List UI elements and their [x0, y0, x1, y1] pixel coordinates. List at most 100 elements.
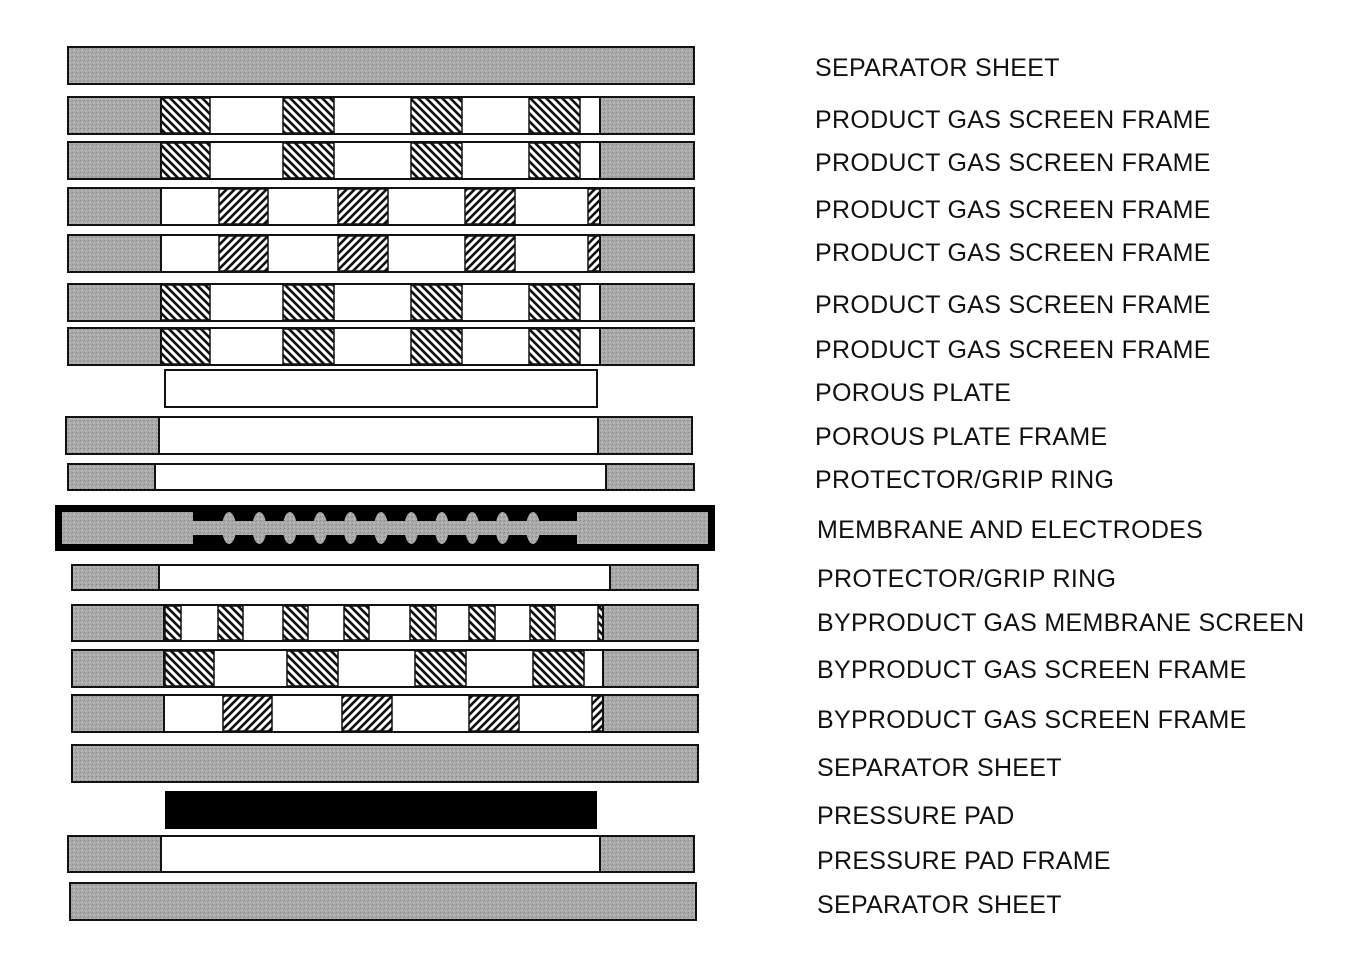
- layer-label: BYPRODUCT GAS SCREEN FRAME: [817, 656, 1247, 684]
- layer-label: BYPRODUCT GAS SCREEN FRAME: [817, 706, 1247, 734]
- screen-mesh-block: [528, 284, 581, 321]
- screen-mesh-block: [587, 235, 601, 272]
- frame-left-end: [67, 96, 162, 135]
- frame-right-end: [602, 649, 699, 688]
- frame-left-end: [67, 234, 162, 273]
- screen-mesh-block: [282, 284, 335, 321]
- frame-right-end: [602, 604, 699, 642]
- layer-18-frame: [67, 835, 695, 873]
- screen-mesh-block: [532, 650, 585, 687]
- frame-right-end: [599, 141, 695, 180]
- electrode-bead: [252, 512, 267, 544]
- layer-label: MEMBRANE AND ELECTRODES: [817, 516, 1203, 544]
- screen-mesh-block: [286, 650, 339, 687]
- layer-9-frame: [65, 416, 693, 455]
- electrode-bead: [526, 512, 540, 544]
- screen-mesh-block: [217, 605, 244, 641]
- pressure-pad-shape: [165, 791, 597, 829]
- frame-right-end: [609, 564, 699, 591]
- layer-3-screen-frame: [67, 141, 695, 180]
- layer-10-frame: [67, 463, 695, 491]
- layer-label: SEPARATOR SHEET: [817, 891, 1062, 919]
- screen-mesh-block: [282, 97, 335, 134]
- electrode-bead: [282, 512, 297, 544]
- frame-opening: [160, 327, 601, 366]
- porous-plate-shape: [164, 369, 598, 408]
- separator-sheet-shape: [71, 744, 699, 783]
- layer-7-screen-frame: [67, 327, 695, 366]
- screen-mesh-block: [160, 284, 211, 321]
- frame-right-end: [599, 96, 695, 135]
- layer-label: BYPRODUCT GAS MEMBRANE SCREEN: [817, 609, 1304, 637]
- frame-right-end: [597, 416, 693, 455]
- screen-mesh-block: [164, 605, 182, 641]
- frame-left-end: [67, 463, 156, 491]
- screen-mesh-block: [164, 650, 215, 687]
- layer-15-screen-frame: [71, 694, 699, 733]
- layer-17-pad: [165, 791, 597, 829]
- layer-label: PRODUCT GAS SCREEN FRAME: [815, 106, 1211, 134]
- electrode-bead: [404, 512, 419, 544]
- screen-mesh-block: [341, 695, 393, 732]
- screen-mesh-block: [529, 605, 556, 641]
- layer-label: PRESSURE PAD FRAME: [817, 847, 1111, 875]
- screen-mesh-block: [409, 605, 437, 641]
- electrode-bead: [465, 512, 480, 544]
- layer-1-sheet: [67, 46, 695, 85]
- screen-mesh-block: [528, 142, 581, 179]
- layer-19-sheet: [69, 882, 697, 921]
- screen-mesh-block: [218, 188, 269, 225]
- layer-label: PRODUCT GAS SCREEN FRAME: [815, 291, 1211, 319]
- layer-label: POROUS PLATE: [815, 379, 1011, 407]
- frame-right-end: [599, 327, 695, 366]
- frame-right-end: [599, 835, 695, 873]
- screen-mesh-block: [337, 235, 389, 272]
- screen-mesh-block: [343, 605, 370, 641]
- frame-left-end: [67, 283, 162, 322]
- screen-mesh-block: [528, 328, 581, 365]
- layer-4-screen-frame: [67, 187, 695, 226]
- screen-mesh-block: [160, 142, 211, 179]
- labels-group: SEPARATOR SHEET PRODUCT GAS SCREEN FRAME P…: [815, 54, 1304, 919]
- frame-left-end: [67, 187, 162, 226]
- electrode-bead: [343, 512, 358, 544]
- electrode-bead: [434, 512, 449, 544]
- frame-left-end: [67, 835, 162, 873]
- frame-left-end: [67, 141, 162, 180]
- screen-mesh-block: [464, 235, 516, 272]
- frame-right-end: [599, 283, 695, 322]
- layer-label: PRESSURE PAD: [817, 802, 1015, 830]
- screen-mesh-block: [528, 97, 581, 134]
- layer-label: PRODUCT GAS SCREEN FRAME: [815, 336, 1211, 364]
- frame-opening: [158, 564, 611, 591]
- screen-mesh-block: [587, 188, 601, 225]
- layer-label: PROTECTOR/GRIP RING: [815, 466, 1114, 494]
- screen-mesh-block: [337, 188, 389, 225]
- separator-sheet-shape: [69, 882, 697, 921]
- layer-16-sheet: [71, 744, 699, 783]
- layer-13-membrane-screen: [71, 604, 699, 642]
- layer-8-plate: [164, 369, 598, 408]
- frame-right-end: [599, 187, 695, 226]
- layer-label: SEPARATOR SHEET: [817, 754, 1062, 782]
- electrode-bead: [313, 512, 328, 544]
- layer-12-frame: [71, 564, 699, 591]
- screen-mesh-block: [410, 284, 463, 321]
- screen-mesh-block: [282, 142, 335, 179]
- layer-5-screen-frame: [67, 234, 695, 273]
- screen-mesh-block: [410, 142, 463, 179]
- layer-label: POROUS PLATE FRAME: [815, 423, 1108, 451]
- screen-mesh-block: [414, 650, 467, 687]
- screen-mesh-block: [218, 235, 269, 272]
- layer-label: PRODUCT GAS SCREEN FRAME: [815, 149, 1211, 177]
- screen-mesh-block: [410, 328, 463, 365]
- layer-6-screen-frame: [67, 283, 695, 322]
- electrode-bead: [222, 512, 236, 544]
- frame-left-end: [71, 649, 165, 688]
- layer-label: PROTECTOR/GRIP RING: [817, 565, 1116, 593]
- layers-group: [55, 46, 715, 921]
- frame-opening: [154, 463, 607, 491]
- screen-mesh-block: [464, 188, 516, 225]
- frame-opening: [158, 416, 599, 455]
